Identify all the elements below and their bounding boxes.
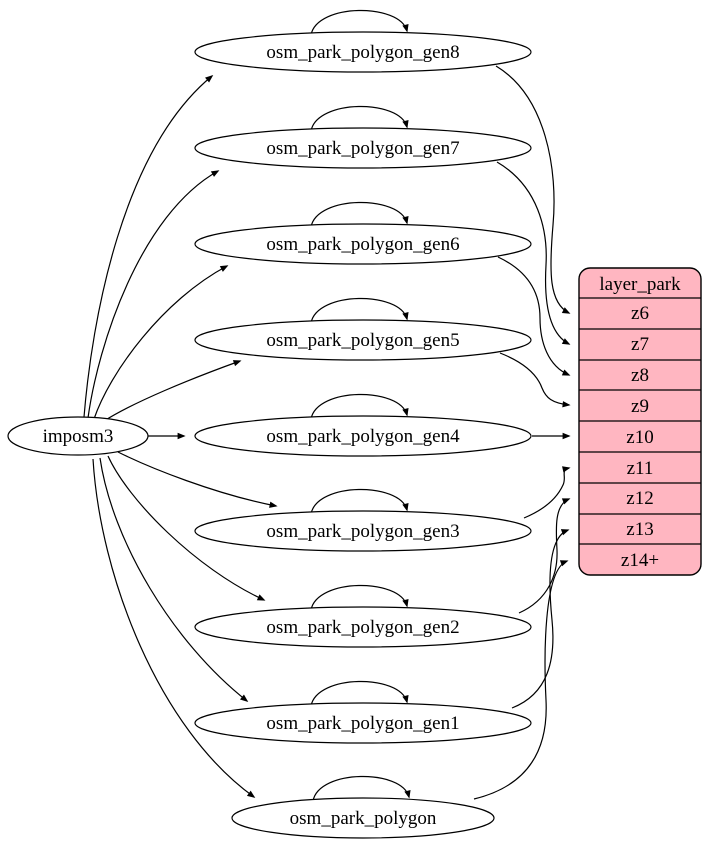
gen2-ellipse xyxy=(194,606,532,648)
edge-imposm3-to-gen2 xyxy=(107,455,266,601)
polygon-label: osm_park_polygon xyxy=(290,808,437,829)
gen1-label: osm_park_polygon_gen1 xyxy=(266,713,459,734)
node-osm-park-polygon-gen1: osm_park_polygon_gen1 xyxy=(194,702,532,744)
gen2-label: osm_park_polygon_gen2 xyxy=(266,617,459,638)
node-osm-park-polygon-gen7: osm_park_polygon_gen7 xyxy=(194,127,532,169)
self-loop-gen6 xyxy=(310,201,409,228)
self-loop-polygon xyxy=(312,775,411,802)
imposm3-label: imposm3 xyxy=(43,426,114,447)
gen1-ellipse xyxy=(194,702,532,744)
node-osm-park-polygon-gen8: osm_park_polygon_gen8 xyxy=(194,31,532,73)
layer-row-z10: z10 xyxy=(626,427,653,448)
gen7-label: osm_park_polygon_gen7 xyxy=(266,138,459,159)
edge-imposm3-to-gen5 xyxy=(103,360,242,422)
layer-row-z8: z8 xyxy=(631,365,649,386)
layer-row-z9: z9 xyxy=(631,396,649,417)
layer-row-z6: z6 xyxy=(631,303,649,324)
layer-row-z12: z12 xyxy=(626,488,653,509)
node-osm-park-polygon: osm_park_polygon xyxy=(231,797,495,839)
layer-edges xyxy=(473,65,571,800)
gen5-label: osm_park_polygon_gen5 xyxy=(266,330,459,351)
self-loop-gen1 xyxy=(310,680,409,707)
edge-polygon-to-z14plus xyxy=(473,560,569,800)
polygon-ellipse xyxy=(231,797,495,839)
gen8-ellipse xyxy=(194,31,532,73)
edge-gen6-to-z8 xyxy=(497,256,571,376)
node-osm-park-polygon-gen5: osm_park_polygon_gen5 xyxy=(194,319,532,361)
self-loop-gen8 xyxy=(310,9,409,36)
generator-edges xyxy=(83,74,278,798)
edge-gen7-to-z7 xyxy=(496,161,571,345)
self-loop-gen3 xyxy=(310,488,409,515)
self-loop-gen4 xyxy=(310,393,409,420)
edge-gen3-to-z11 xyxy=(523,466,571,519)
node-imposm3: imposm3 xyxy=(7,416,149,456)
gen6-ellipse xyxy=(194,223,532,265)
self-loop-gen5 xyxy=(310,297,409,324)
layer-park-table: layer_park z6 z7 z8 z9 z10 z11 z12 z13 z… xyxy=(578,267,702,576)
gen4-ellipse xyxy=(194,415,532,457)
edge-imposm3-to-gen1 xyxy=(99,457,249,702)
node-osm-park-polygon-gen3: osm_park_polygon_gen3 xyxy=(194,510,532,552)
edge-imposm3-to-gen6 xyxy=(93,265,229,420)
layer-row-z11: z11 xyxy=(627,458,654,479)
node-osm-park-polygon-gen6: osm_park_polygon_gen6 xyxy=(194,223,532,265)
edge-gen8-to-z6 xyxy=(495,65,571,314)
self-loop-gen7 xyxy=(310,105,409,132)
gen3-label: osm_park_polygon_gen3 xyxy=(266,521,459,542)
edge-imposm3-to-gen8 xyxy=(83,74,214,418)
edge-gen2-to-z12 xyxy=(518,498,571,614)
gen7-ellipse xyxy=(194,127,532,169)
gen5-ellipse xyxy=(194,319,532,361)
table-nodes: osm_park_polygon_gen8 osm_park_polygon_g… xyxy=(194,31,532,839)
node-osm-park-polygon-gen2: osm_park_polygon_gen2 xyxy=(194,606,532,648)
node-osm-park-polygon-gen4: osm_park_polygon_gen4 xyxy=(194,415,532,457)
gen6-label: osm_park_polygon_gen6 xyxy=(266,234,459,255)
layer-row-z13: z13 xyxy=(626,519,653,540)
gen3-ellipse xyxy=(194,510,532,552)
edge-imposm3-to-polygon xyxy=(92,458,256,798)
edge-gen5-to-z9 xyxy=(499,352,571,408)
edge-imposm3-to-gen7 xyxy=(87,170,220,419)
self-loop-gen2 xyxy=(310,584,409,611)
self-loops xyxy=(310,9,411,802)
edge-gen1-to-z13 xyxy=(511,529,570,709)
layer-row-z7: z7 xyxy=(631,334,649,355)
imposm3-ellipse xyxy=(7,416,149,456)
edge-imposm3-to-gen3 xyxy=(117,451,278,508)
gen4-label: osm_park_polygon_gen4 xyxy=(266,426,460,447)
layer-park-header: layer_park xyxy=(599,274,681,295)
layer-row-z14plus: z14+ xyxy=(621,550,659,571)
gen8-label: osm_park_polygon_gen8 xyxy=(266,42,459,63)
